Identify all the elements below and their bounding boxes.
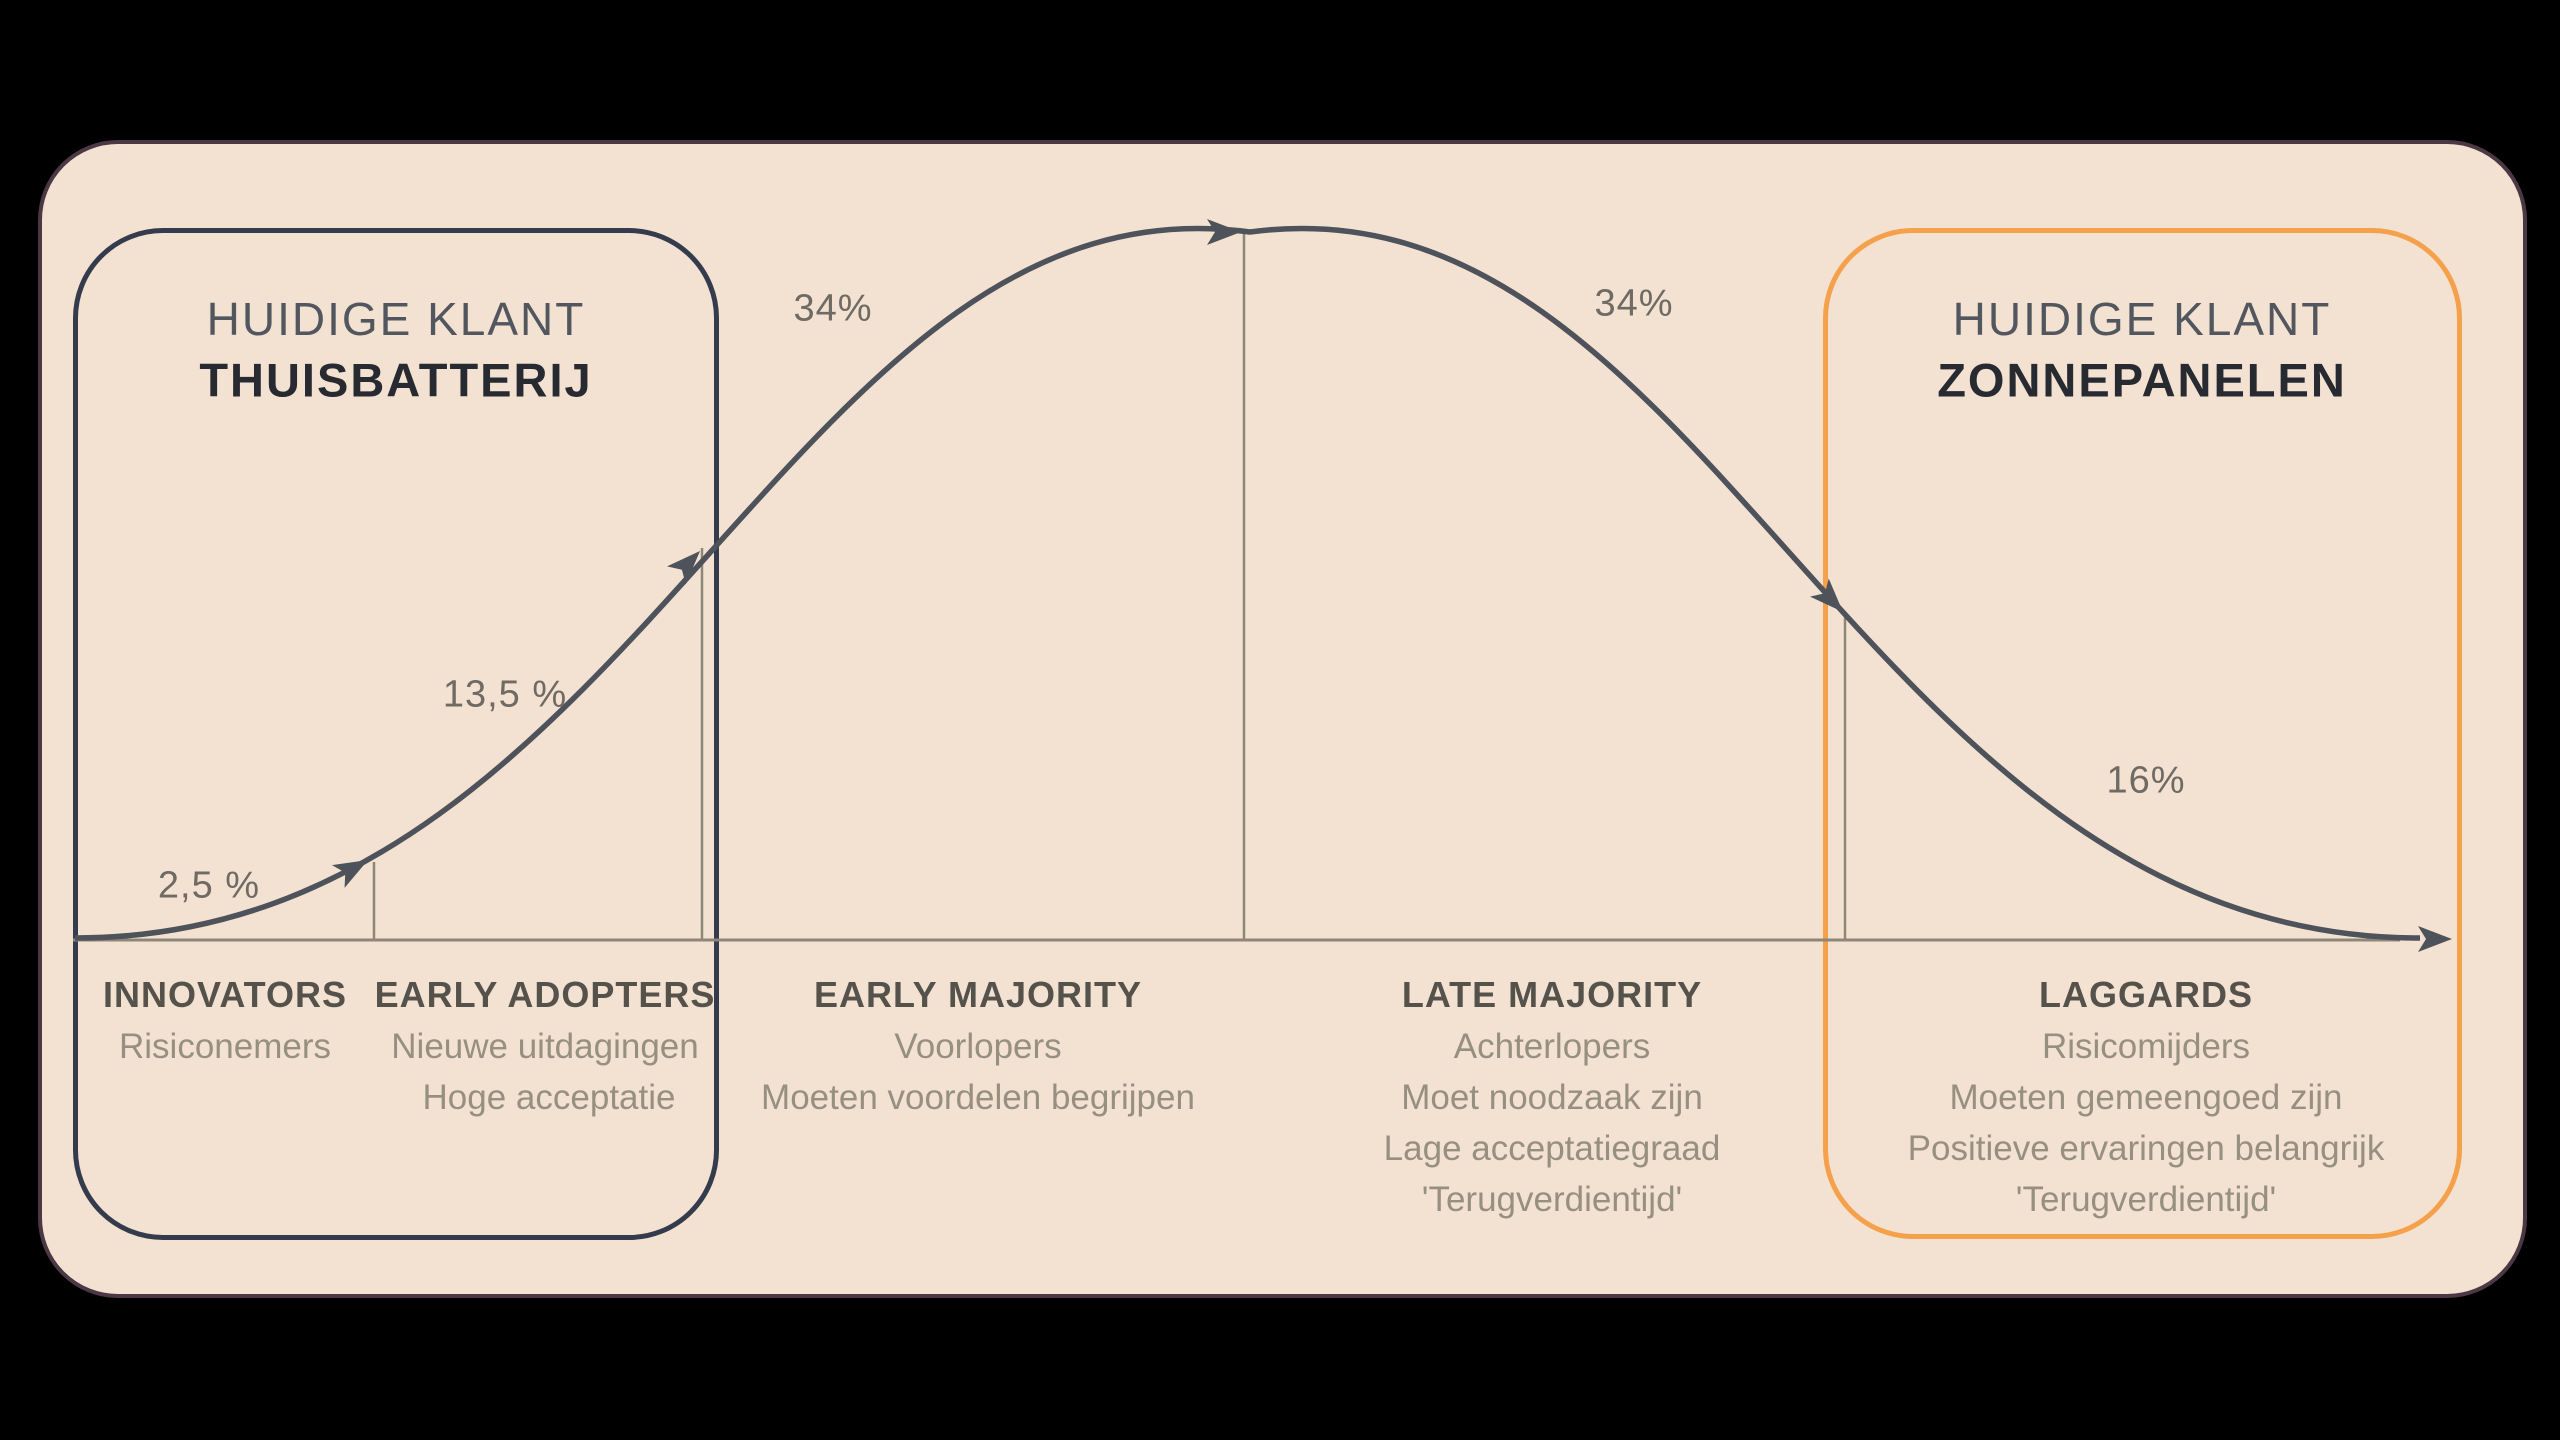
segment-desc-late-majority-4: 'Terugverdientijd' [1421, 1180, 1683, 1219]
zonnepanelen-box [1823, 228, 2462, 1239]
segment-label-late-majority: LATE MAJORITY [1401, 974, 1703, 1015]
segment-desc-laggards-2: Moeten gemeengoed zijn [1949, 1078, 2343, 1117]
zonnepanelen-box-subtitle: ZONNEPANELEN [1937, 353, 2347, 407]
segment-desc-late-majority-2: Moet noodzaak zijn [1401, 1078, 1703, 1117]
segment-label-laggards: LAGGARDS [2039, 974, 2253, 1015]
segment-desc-early-adopters-1: Nieuwe uitdagingen [391, 1027, 699, 1066]
segment-desc-laggards-4: 'Terugverdientijd' [2015, 1180, 2277, 1219]
bell-curve-path [74, 225, 2421, 941]
percent-label-late-majority: 34% [1594, 282, 1674, 325]
segment-desc-early-majority-1: Voorlopers [894, 1027, 1062, 1066]
thuisbatterij-box [73, 228, 719, 1240]
percent-label-innovators: 2,5 % [157, 864, 261, 907]
segment-desc-innovators-1: Risiconemers [119, 1027, 331, 1066]
arrowhead-peak-icon [1207, 219, 1241, 245]
percent-label-early-majority: 34% [793, 287, 873, 330]
arrowhead-early-adopters-icon [667, 551, 700, 585]
segment-desc-laggards-3: Positieve ervaringen belangrijk [1907, 1129, 2385, 1168]
segment-label-innovators: INNOVATORS [102, 974, 348, 1015]
segment-label-early-majority: EARLY MAJORITY [813, 974, 1143, 1015]
segment-desc-early-adopters-2: Hoge acceptatie [422, 1078, 676, 1117]
zonnepanelen-box-title: HUIDIGE KLANT [1952, 293, 2332, 345]
thuisbatterij-box-subtitle: THUISBATTERIJ [199, 353, 593, 407]
segment-desc-late-majority-1: Achterlopers [1453, 1027, 1651, 1066]
percent-label-laggards: 16% [2106, 759, 2186, 802]
segment-label-early-adopters: EARLY ADOPTERS [374, 974, 716, 1015]
arrowhead-innovators-icon [331, 860, 368, 888]
arrowhead-late-majority-icon [1810, 578, 1843, 612]
thuisbatterij-box-title: HUIDIGE KLANT [206, 293, 586, 345]
segment-desc-early-majority-2: Moeten voordelen begrijpen [761, 1078, 1195, 1117]
arrowhead-axis-end-icon [2418, 926, 2452, 952]
percent-label-early-adopters: 13,5 % [442, 673, 568, 716]
segment-desc-laggards-1: Risicomijders [2041, 1027, 2251, 1066]
slide-card [38, 140, 2527, 1298]
segment-desc-late-majority-3: Lage acceptatiegraad [1383, 1129, 1721, 1168]
